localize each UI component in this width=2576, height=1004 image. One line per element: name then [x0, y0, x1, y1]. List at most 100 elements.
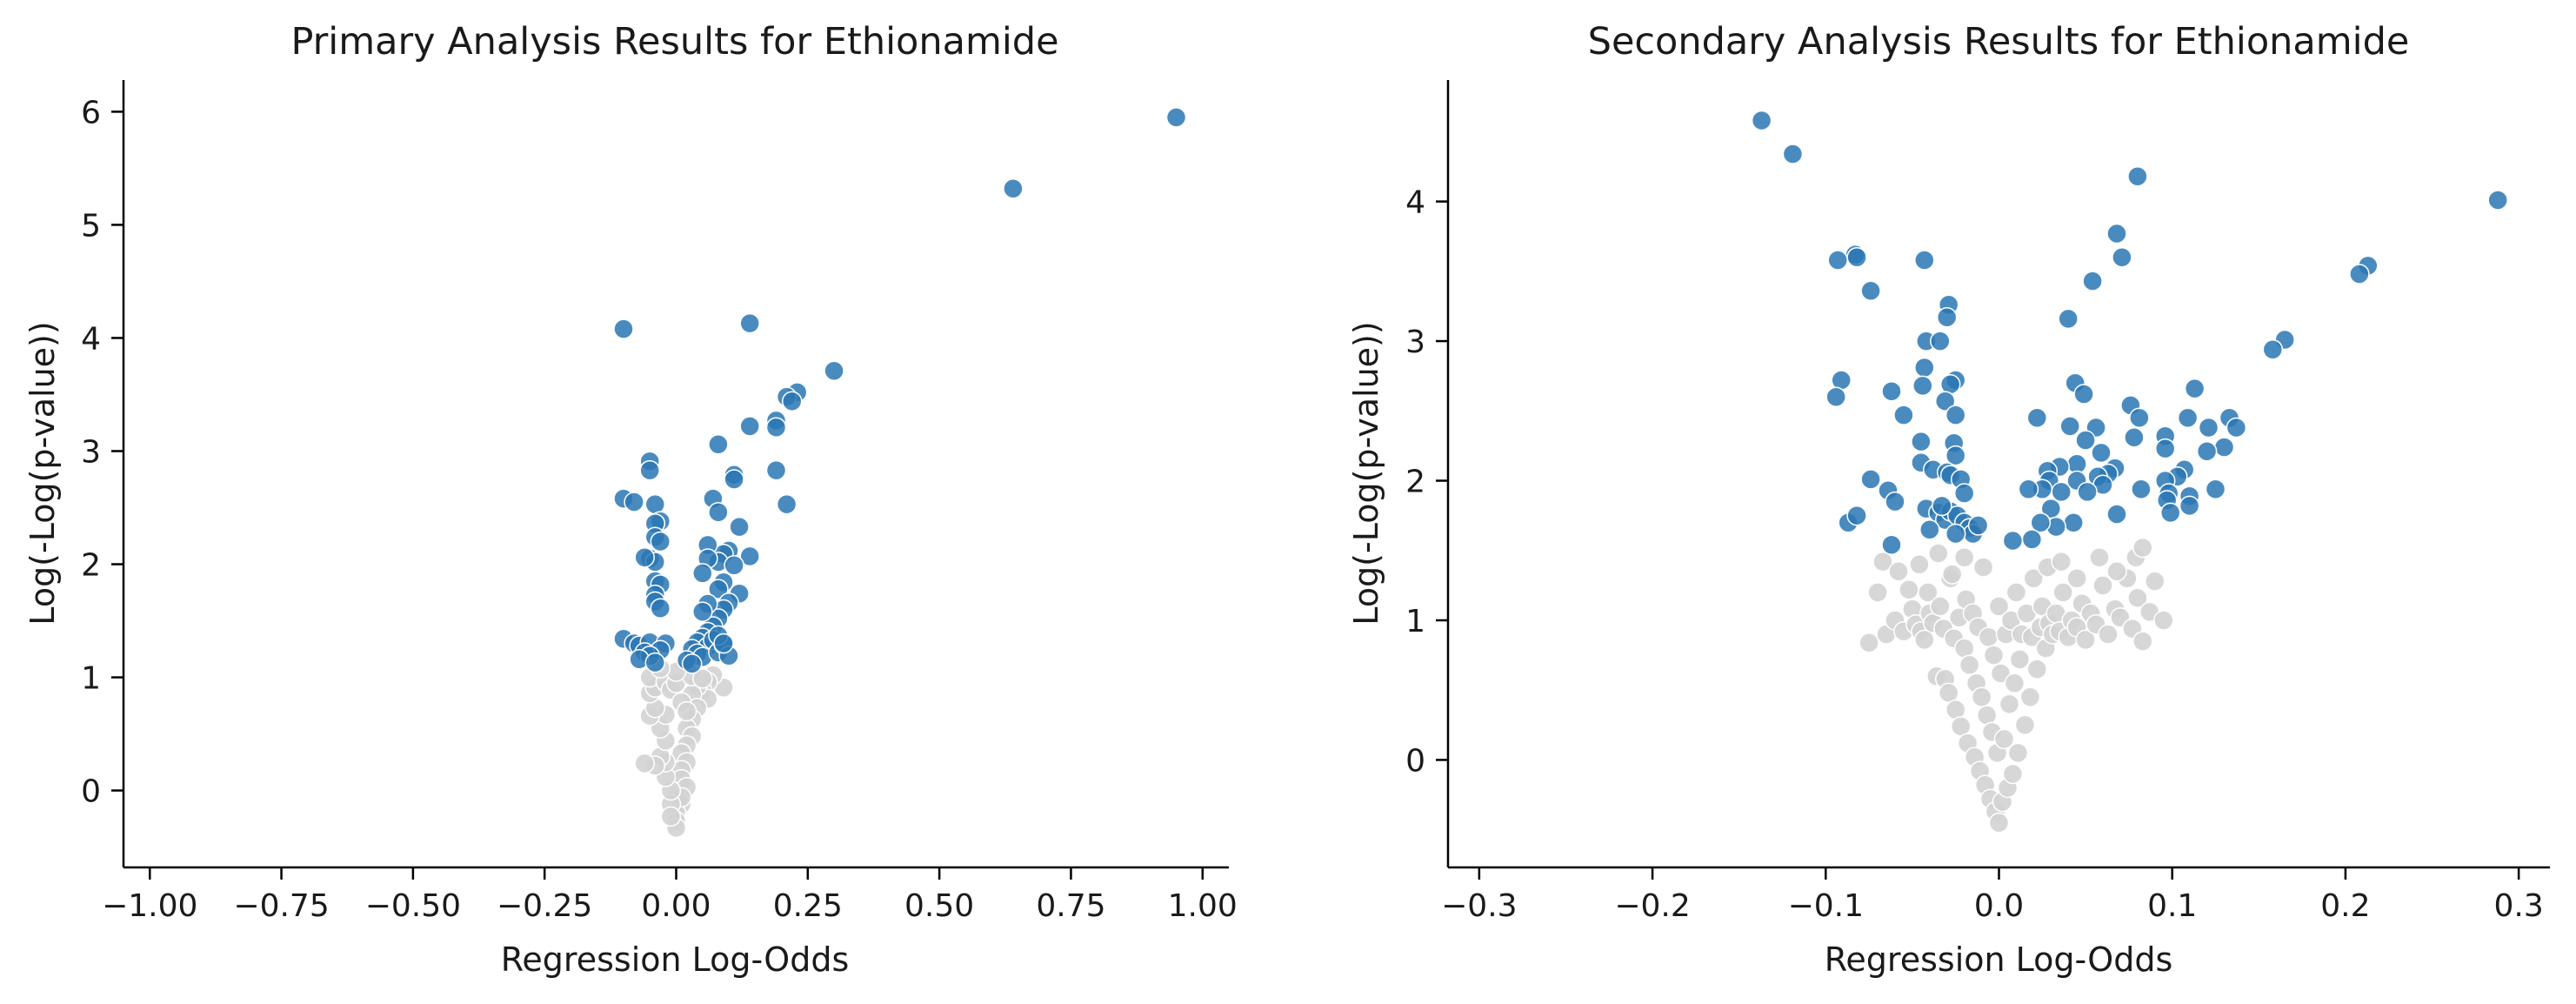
primary-y-tick-label: 0	[81, 774, 101, 810]
secondary-data-point	[1860, 280, 1881, 302]
secondary-data-point	[1899, 579, 1919, 600]
secondary-data-point	[2051, 481, 2072, 503]
secondary-data-point	[1928, 543, 1949, 564]
primary-x-tick-label: −0.50	[365, 888, 461, 924]
secondary-data-point	[1912, 375, 1933, 397]
primary-chart-title: Primary Analysis Results for Ethionamide	[290, 20, 1058, 64]
primary-y-tick-label: 2	[81, 548, 101, 584]
secondary-data-point	[1867, 582, 1888, 603]
primary-x-tick-label: −0.25	[497, 888, 592, 924]
secondary-data-point	[1988, 596, 2010, 617]
primary-x-axis-label: Regression Log-Odds	[501, 940, 850, 979]
secondary-data-point	[2030, 512, 2052, 533]
secondary-data-point	[2026, 659, 2048, 679]
secondary-data-point	[2132, 537, 2153, 559]
secondary-data-point	[1909, 554, 1930, 575]
primary-data-point	[634, 753, 655, 774]
secondary-data-point	[2098, 624, 2119, 645]
secondary-data-point	[2349, 264, 2370, 284]
primary-y-tick-label: 5	[81, 208, 101, 244]
primary-data-point	[708, 579, 729, 599]
secondary-x-ticks: −0.3 −0.2 −0.1 0.0 0.1 0.2 0.3	[1441, 867, 2544, 924]
secondary-y-ticks: 0 1 2 3 4	[1405, 185, 1448, 779]
secondary-chart-panel: Secondary Analysis Results for Ethionami…	[1347, 20, 2550, 979]
secondary-data-point	[1893, 405, 1914, 425]
secondary-data-point	[2026, 407, 2048, 429]
primary-data-point	[739, 546, 760, 567]
secondary-data-point	[2177, 407, 2199, 429]
secondary-y-tick-label: 1	[1405, 604, 1425, 639]
secondary-data-point	[1971, 686, 1992, 707]
secondary-data-point	[1881, 381, 1902, 402]
primary-y-tick-label: 3	[81, 434, 101, 470]
secondary-data-point	[2226, 417, 2247, 438]
secondary-data-point	[2023, 568, 2045, 589]
secondary-data-point	[2058, 308, 2079, 330]
secondary-data-point	[1945, 405, 1966, 425]
secondary-data-point	[1846, 247, 1867, 268]
primary-chart-panel: Primary Analysis Results for Ethionamide…	[23, 20, 1238, 979]
secondary-data-point	[2153, 610, 2174, 631]
primary-data-point	[708, 501, 729, 523]
secondary-data-point	[1888, 561, 1909, 582]
secondary-x-tick-label: −0.3	[1441, 888, 1517, 924]
primary-y-ticks: 0 1 2 3 4 5 6	[81, 95, 123, 810]
secondary-data-point	[2091, 442, 2112, 464]
primary-x-tick-label: −1.00	[102, 888, 197, 924]
secondary-data-point	[1846, 505, 1867, 526]
primary-data-point	[681, 653, 703, 674]
secondary-data-point	[1859, 632, 1879, 653]
secondary-data-point	[1930, 596, 1951, 617]
secondary-data-point	[1978, 626, 1999, 647]
primary-data-point	[650, 531, 671, 552]
primary-data-point	[644, 652, 666, 673]
primary-data-point	[650, 598, 671, 619]
secondary-data-point	[1825, 386, 1846, 407]
secondary-data-point	[2004, 673, 2025, 693]
primary-data-point	[724, 469, 744, 490]
primary-data-point	[739, 416, 760, 437]
primary-data-point	[639, 459, 660, 481]
secondary-data-point	[1999, 693, 2020, 715]
secondary-x-tick-label: 0.3	[2494, 888, 2544, 924]
secondary-data-point	[2145, 571, 2166, 592]
secondary-data-point	[2018, 479, 2039, 499]
secondary-data-point	[1945, 445, 1966, 466]
secondary-data-point	[1885, 491, 1905, 512]
primary-data-point	[776, 493, 797, 515]
primary-x-tick-label: 0.25	[773, 888, 843, 924]
primary-data-point	[781, 391, 803, 412]
primary-data-point	[724, 555, 744, 576]
primary-data-point	[824, 360, 844, 381]
secondary-data-point	[2179, 495, 2200, 517]
secondary-x-tick-label: −0.1	[1788, 888, 1864, 924]
primary-data-point	[613, 318, 634, 339]
secondary-data-point	[2124, 427, 2145, 448]
secondary-data-point	[1930, 331, 1951, 351]
secondary-data-point	[1941, 564, 1963, 585]
primary-data-point	[765, 459, 787, 481]
secondary-x-axis-label: Regression Log-Odds	[1825, 940, 2173, 979]
secondary-data-point	[2196, 441, 2218, 462]
secondary-data-point	[1967, 515, 1989, 536]
secondary-y-tick-label: 2	[1405, 465, 1425, 500]
primary-data-point	[1003, 178, 1024, 199]
primary-data-point	[1165, 107, 1187, 128]
secondary-data-point	[1988, 812, 2010, 833]
secondary-data-point	[1919, 519, 1940, 540]
primary-x-tick-label: 0.75	[1036, 888, 1105, 924]
secondary-data-point	[2487, 190, 2508, 211]
secondary-data-point	[1827, 250, 1848, 271]
secondary-data-point	[1953, 483, 1975, 504]
secondary-data-point	[2059, 416, 2080, 437]
secondary-data-point	[1983, 645, 2005, 666]
secondary-data-point	[2159, 502, 2181, 524]
secondary-chart-title: Secondary Analysis Results for Ethionami…	[1588, 20, 2410, 64]
secondary-data-point	[2262, 338, 2284, 360]
secondary-x-tick-label: −0.2	[1614, 888, 1690, 924]
primary-scatter-points	[613, 107, 1187, 839]
secondary-data-point	[2075, 430, 2096, 451]
secondary-data-point	[1945, 523, 1966, 545]
secondary-y-axis-label: Log(-Log(p-value))	[1347, 321, 1385, 625]
secondary-data-point	[1990, 663, 2012, 684]
